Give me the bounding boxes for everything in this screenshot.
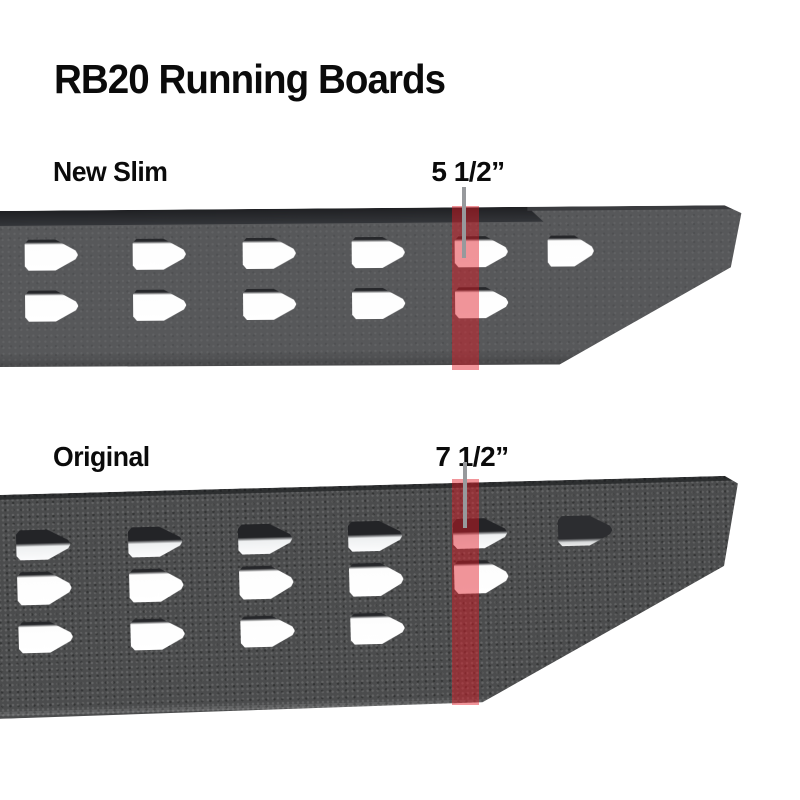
hole-cutout (25, 290, 78, 321)
hole-cutout (133, 289, 186, 320)
hole-cutout (243, 289, 296, 320)
hole-cutout (350, 612, 405, 644)
hole-cutout (133, 238, 186, 269)
hole-cutout (352, 237, 405, 268)
measurement-pointer-line (462, 187, 466, 258)
measurement-label-original: 7 1/2” (435, 441, 509, 472)
measurement-label-new-slim: 5 1/2” (431, 156, 505, 187)
hole-grid (0, 473, 771, 741)
board-new-slim (0, 201, 764, 379)
hole-cutout (25, 239, 78, 270)
hole-cutout (238, 523, 293, 554)
hole-cutout (240, 615, 295, 647)
hole-cutout (128, 526, 183, 557)
hole-cutout (130, 618, 185, 650)
hole-cutout (348, 520, 403, 551)
hole-cutout (243, 238, 296, 269)
hole-cutout (129, 568, 184, 602)
board-original (0, 473, 771, 741)
page-title: RB20 Running Boards (54, 56, 446, 102)
variant-label-new-slim: New Slim (53, 156, 168, 187)
hole-cutout (16, 529, 71, 560)
hole-cutout (17, 571, 72, 605)
hole-cutout (18, 621, 73, 653)
hole-cutout (349, 562, 404, 596)
hole-grid (0, 201, 764, 379)
hole-cutout (352, 288, 405, 319)
variant-label-original: Original (53, 441, 150, 472)
board-new-slim-body (0, 201, 764, 379)
hole-cutout (558, 515, 613, 546)
hole-cutout (548, 235, 594, 266)
measurement-pointer-line (463, 462, 467, 528)
hole-cutout (239, 565, 294, 599)
board-original-body (0, 473, 771, 741)
